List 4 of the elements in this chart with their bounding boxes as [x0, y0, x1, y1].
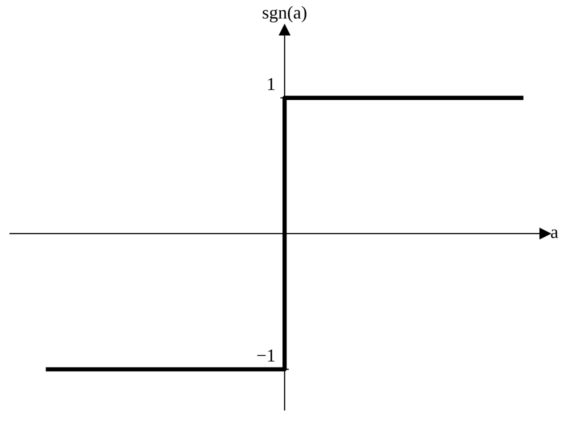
y-tick-label: 1	[268, 78, 274, 90]
y-axis-title: sgn(a)	[262, 6, 306, 22]
y-tick-label: −1	[257, 350, 274, 362]
x-axis-title: a	[550, 229, 558, 238]
